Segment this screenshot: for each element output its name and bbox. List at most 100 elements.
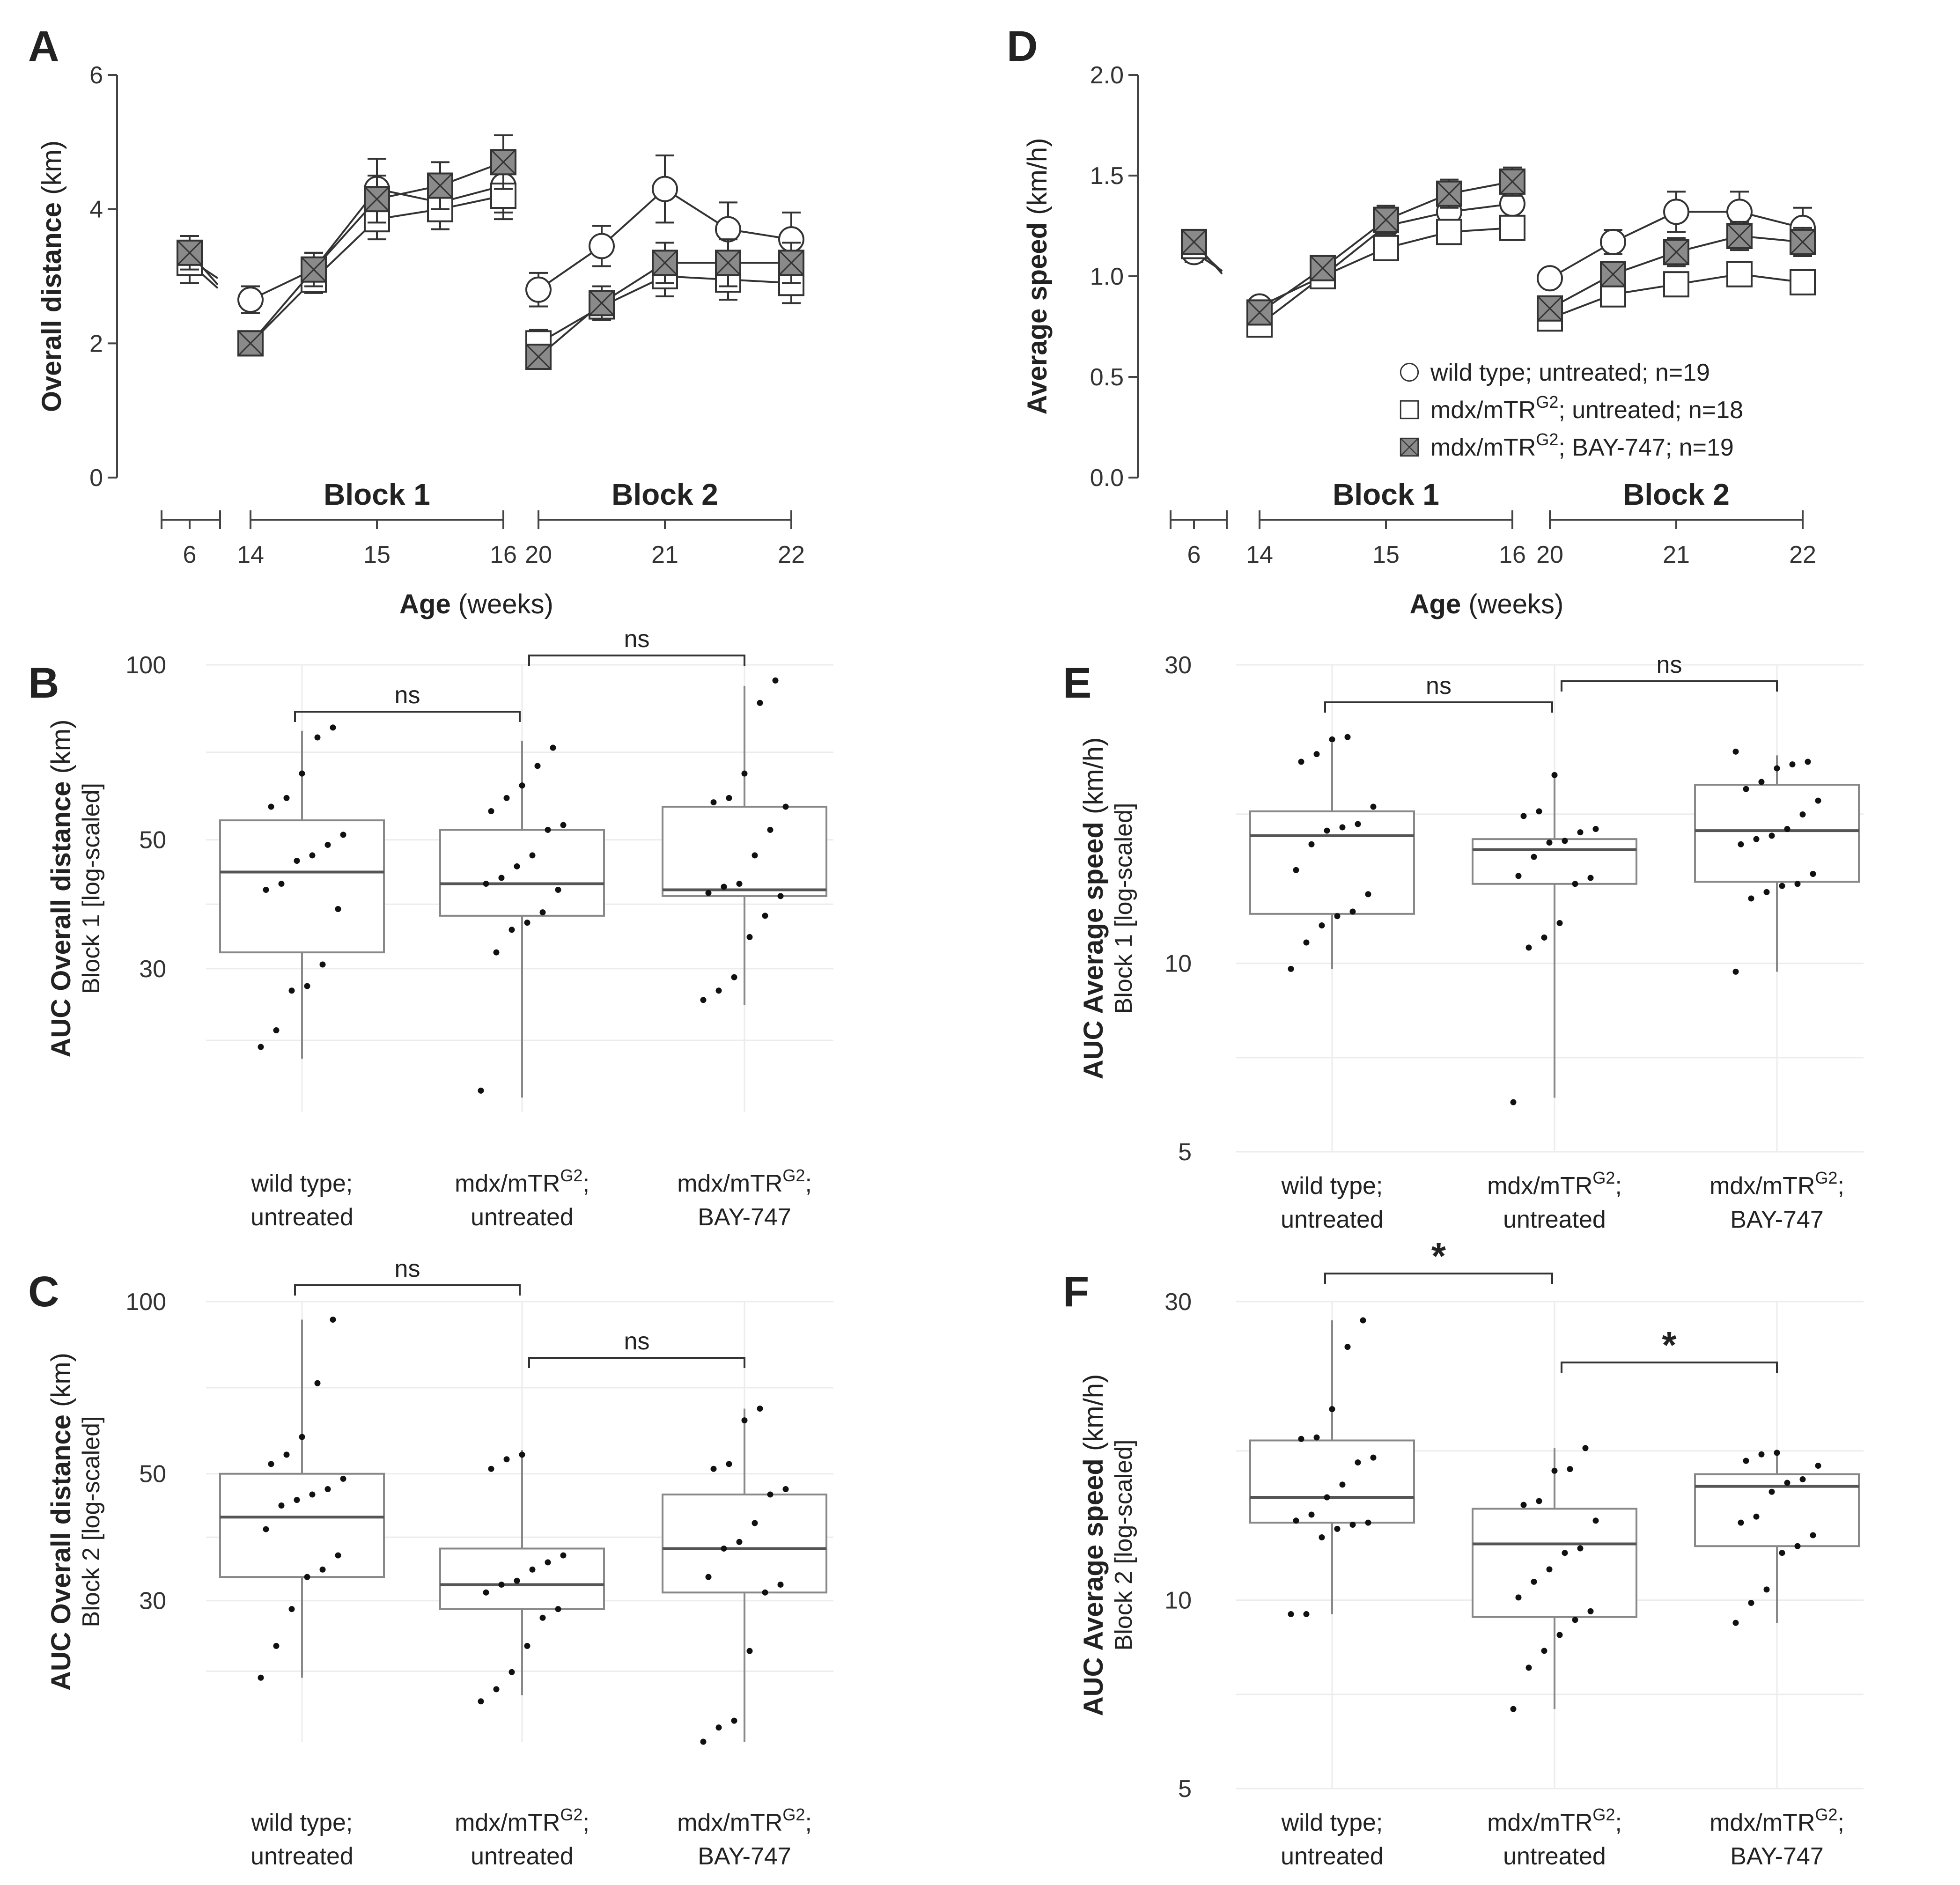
block-label: Block 1 [1333,478,1439,511]
significance-bracket [294,711,521,722]
legend-marker-shape [1400,362,1419,382]
box-group [1472,1448,1637,1709]
data-point [258,1044,264,1050]
marker-cross [237,331,264,356]
category-label-line2: BAY-747 [698,1843,791,1870]
box-group [662,1408,827,1742]
y-axis-title-main: Average speed [1022,222,1053,415]
data-point [731,1717,737,1724]
data-point [490,149,516,176]
category-superscript: G2 [782,1166,805,1185]
data-point [767,826,774,833]
legend-entry: mdx/mTRG2; untreated; n=18 [1430,392,1743,424]
data-point [263,1526,269,1532]
data-point [539,1614,546,1621]
panel-letter: E [1063,659,1091,707]
data-point [777,1581,784,1588]
marker-cross [1726,223,1753,249]
data-point [1732,748,1739,755]
data-point [514,1577,520,1584]
data-point [1784,1480,1791,1486]
data-point [1779,883,1785,889]
data-point [715,1724,722,1731]
data-point [731,974,737,980]
y-tick-label: 30 [1164,1289,1192,1316]
category-label-line1: mdx/mTRG2; [677,1166,812,1197]
y-tick-label: 4 [89,196,103,223]
data-point [1551,772,1558,778]
legend-marker [1400,400,1419,420]
data-point [1790,269,1816,295]
marker-cross [1246,300,1273,325]
marker-cross [778,250,804,276]
x-axis-title-main: Age [399,589,451,619]
data-point [493,949,500,956]
data-point [1373,235,1399,261]
category-label-line2: untreated [471,1204,574,1231]
marker-cross [1436,181,1462,206]
legend-marker-shape [1400,400,1419,420]
space [46,773,76,781]
series-square-x [1181,166,1816,326]
box [439,1547,605,1610]
data-point [273,1642,280,1649]
y-tick-label: 30 [1164,652,1192,679]
data-point [1334,913,1341,920]
data-point [288,987,295,994]
data-point [1293,1517,1299,1524]
data-point [524,1642,531,1649]
data-point [545,826,551,833]
category-label-line2: untreated [1281,1206,1384,1233]
category-text: ; [582,1170,589,1197]
y-tick-label: 6 [89,62,103,89]
data-point [1572,1617,1578,1623]
data-point [324,1486,331,1493]
category-label-line1: mdx/mTRG2; [1487,1805,1622,1836]
data-point [1815,797,1821,804]
y-axis-subtitle: Block 2 [log-scaled] [78,1416,105,1627]
category-superscript: G2 [560,1805,582,1824]
category-label-line1: wild type; [251,1170,353,1197]
data-point [278,1502,285,1509]
data-point [1663,271,1689,298]
data-point [330,724,336,731]
x-tick-label: 14 [237,541,264,568]
x-tick-label: 6 [183,541,197,568]
y-axis-title-unit: (km) [46,720,76,774]
data-point [1510,1706,1517,1712]
data-point [524,920,531,926]
data-point [1308,841,1315,847]
category-text: mdx/mTR [1709,1809,1815,1836]
y-tick-label: 1.5 [1090,162,1124,190]
data-point [299,1434,305,1440]
category-text: wild type; [1281,1172,1383,1200]
data-point [736,881,743,887]
data-point [1324,827,1330,834]
data-point [1349,1522,1356,1528]
category-label-line1: wild type; [251,1809,353,1836]
y-axis-title-unit: (km/h) [1022,138,1053,215]
data-point [237,330,264,357]
y-tick-label: 2 [89,330,103,357]
y-axis-subtitle: Block 1 [log-scaled] [1110,803,1137,1014]
y-axis-title-main: AUC Overall distance [46,781,76,1058]
y-tick-label: 50 [139,1461,166,1488]
y-axis-title: AUC Average speed (km/h) [1078,737,1109,1080]
box-group [662,685,827,1005]
data-point [1329,736,1335,743]
data-point [498,1581,505,1588]
y-axis-title: AUC Overall distance (km) [46,1353,76,1691]
panel-letter: B [28,659,59,707]
data-point [1799,811,1806,818]
category-label-line2: untreated [1503,1206,1606,1233]
data-point [1181,228,1207,255]
data-point [1344,734,1351,740]
data-point [1310,255,1336,281]
box-group [1249,1320,1415,1614]
data-point [1556,920,1563,927]
data-point [1572,881,1578,887]
data-point [1663,199,1689,225]
data-point [508,1669,515,1675]
data-point [700,997,707,1003]
y-tick-label: 30 [139,956,166,983]
